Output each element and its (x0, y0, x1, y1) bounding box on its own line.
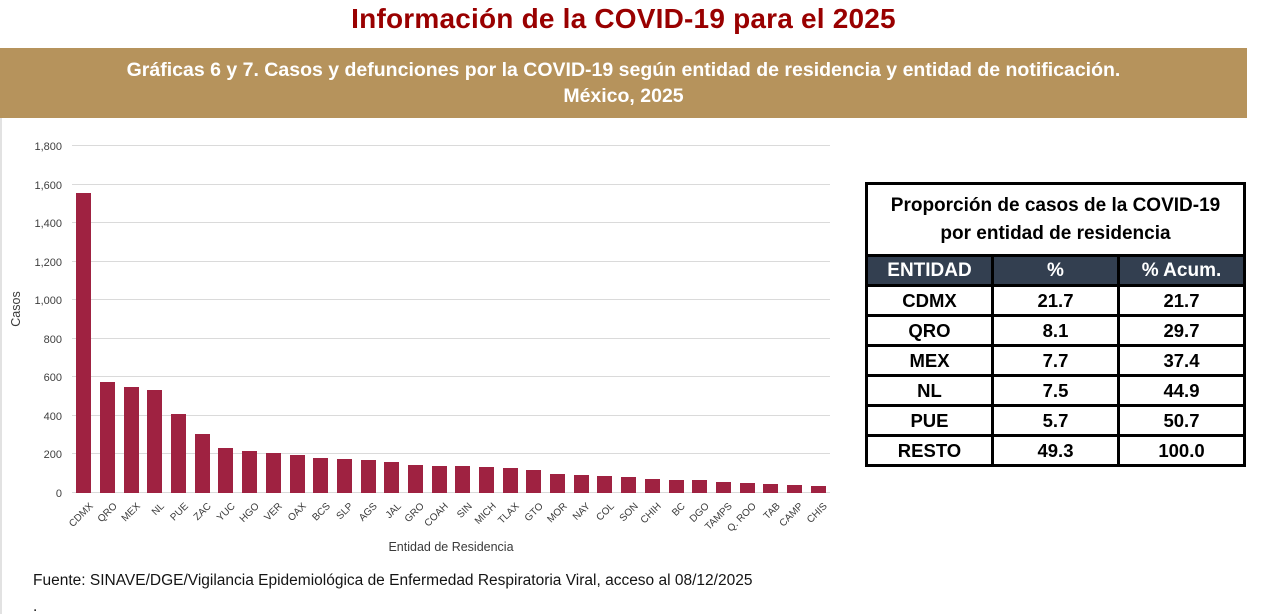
gridline (72, 145, 830, 146)
gridline (72, 183, 830, 185)
page-title: Información de la COVID-19 para el 2025 (351, 3, 896, 34)
gridline (72, 376, 830, 378)
table-cell: 5.7 (991, 404, 1120, 437)
table-cell: 7.7 (991, 344, 1120, 377)
bar-zac (194, 433, 210, 493)
y-tick-label: 400 (43, 410, 62, 423)
table-cell: 49.3 (991, 434, 1120, 467)
bar-oax (289, 454, 305, 493)
y-tick-label: 1,800 (34, 141, 62, 153)
table-header-row: ENTIDAD%% Acum. (865, 254, 1246, 287)
page-left-border (0, 100, 2, 614)
bar-nl (147, 390, 163, 493)
y-tick-label: 200 (43, 449, 62, 462)
bar-jal (384, 461, 400, 493)
y-tick-label: 800 (43, 333, 62, 346)
bar-nay (573, 474, 589, 493)
bar-mich (479, 466, 495, 493)
bar-yuc (218, 448, 234, 493)
table-cell: MEX (865, 344, 994, 377)
gridline (72, 337, 830, 339)
bar-qroo (739, 483, 755, 493)
table-cell: 8.1 (991, 314, 1120, 347)
bar-son (621, 476, 637, 493)
table-cell: 7.5 (991, 374, 1120, 407)
bar-cdmx (76, 193, 92, 493)
bar-gto (526, 469, 542, 493)
bar-ags (360, 460, 376, 493)
table-title-row: Proporción de casos de la COVID-19 por e… (865, 182, 1246, 257)
gridline (72, 492, 830, 493)
plot-area: 0 200 400 600 800 1,000 1,200 1,400 1,600 1,800 CD… (34, 141, 830, 534)
bar-bc (668, 479, 684, 493)
footer-dot: . (33, 598, 38, 614)
bar-qro (100, 381, 116, 493)
table-row: CDMX 21.7 21.7 (865, 284, 1246, 317)
table-cell: 21.7 (991, 284, 1120, 317)
table-cell: 21.7 (1117, 284, 1246, 317)
table-cell: NL (865, 374, 994, 407)
table-row: QRO 8.1 29.7 (865, 314, 1246, 347)
bar-camp (786, 485, 802, 493)
bar-tlax (502, 468, 518, 493)
table-cell: 29.7 (1117, 314, 1246, 347)
bar-tab (763, 483, 779, 493)
table-cell: PUE (865, 404, 994, 437)
table-title: Proporción de casos de la COVID-19 por e… (865, 182, 1246, 257)
bar-coah (431, 465, 447, 493)
gridline (72, 260, 830, 262)
y-axis-title: Casos (9, 291, 23, 327)
y-tick-label: 1,000 (34, 295, 62, 308)
table-header-cell: ENTIDAD (865, 254, 994, 287)
gridline (72, 414, 830, 416)
bar-sin (455, 466, 471, 493)
banner-line1: Gráficas 6 y 7. Casos y defunciones por … (126, 59, 1121, 81)
table-row: NL 7.5 44.9 (865, 374, 1246, 407)
bar-chih (644, 478, 660, 493)
x-axis-title: Entidad de Residencia (388, 540, 514, 554)
table-cell: 100.0 (1117, 434, 1246, 467)
table-header-cell: % (991, 254, 1120, 287)
bar-gro (407, 464, 423, 493)
table-cell: RESTO (865, 434, 994, 467)
cases-bar-chart: 0 200 400 600 800 1,000 1,200 1,400 1,600 1,800 CD… (0, 120, 860, 580)
bar-tamps (715, 481, 731, 493)
table-cell: 37.4 (1117, 344, 1246, 377)
table-row: MEX 7.7 37.4 (865, 344, 1246, 377)
table-cell: QRO (865, 314, 994, 347)
table-row: RESTO 49.3 100.0 (865, 434, 1246, 467)
bar-chis (810, 486, 826, 493)
bar-ver (265, 452, 281, 493)
bar-mor (550, 474, 566, 493)
table-row: PUE 5.7 50.7 (865, 404, 1246, 437)
bar-mex (123, 387, 139, 493)
gridline (72, 453, 830, 455)
banner-line2: México, 2025 (563, 85, 684, 107)
y-tick-label: 0 (55, 488, 62, 500)
source-note: Fuente: SINAVE/DGE/Vigilancia Epidemioló… (33, 572, 753, 589)
table-header-cell: % Acum. (1117, 254, 1246, 287)
table-cell: CDMX (865, 284, 994, 317)
table-cell: 50.7 (1117, 404, 1246, 437)
y-tick-label: 1,400 (34, 218, 62, 231)
bar-col (597, 476, 613, 493)
y-tick-label: 1,600 (34, 179, 62, 192)
table-cell: 44.9 (1117, 374, 1246, 407)
bar-slp (336, 458, 352, 493)
proportion-table: Proporción de casos de la COVID-19 por e… (865, 182, 1246, 467)
bar-pue (171, 413, 187, 493)
gridline (72, 299, 830, 301)
y-tick-label: 600 (43, 372, 62, 385)
bar-dgo (692, 480, 708, 493)
bar-bcs (313, 457, 329, 493)
y-tick-label: 1,200 (34, 256, 62, 269)
gridline (72, 222, 830, 224)
bar-hgo (242, 450, 258, 493)
subtitle-banner: Gráficas 6 y 7. Casos y defunciones por … (0, 48, 1247, 118)
